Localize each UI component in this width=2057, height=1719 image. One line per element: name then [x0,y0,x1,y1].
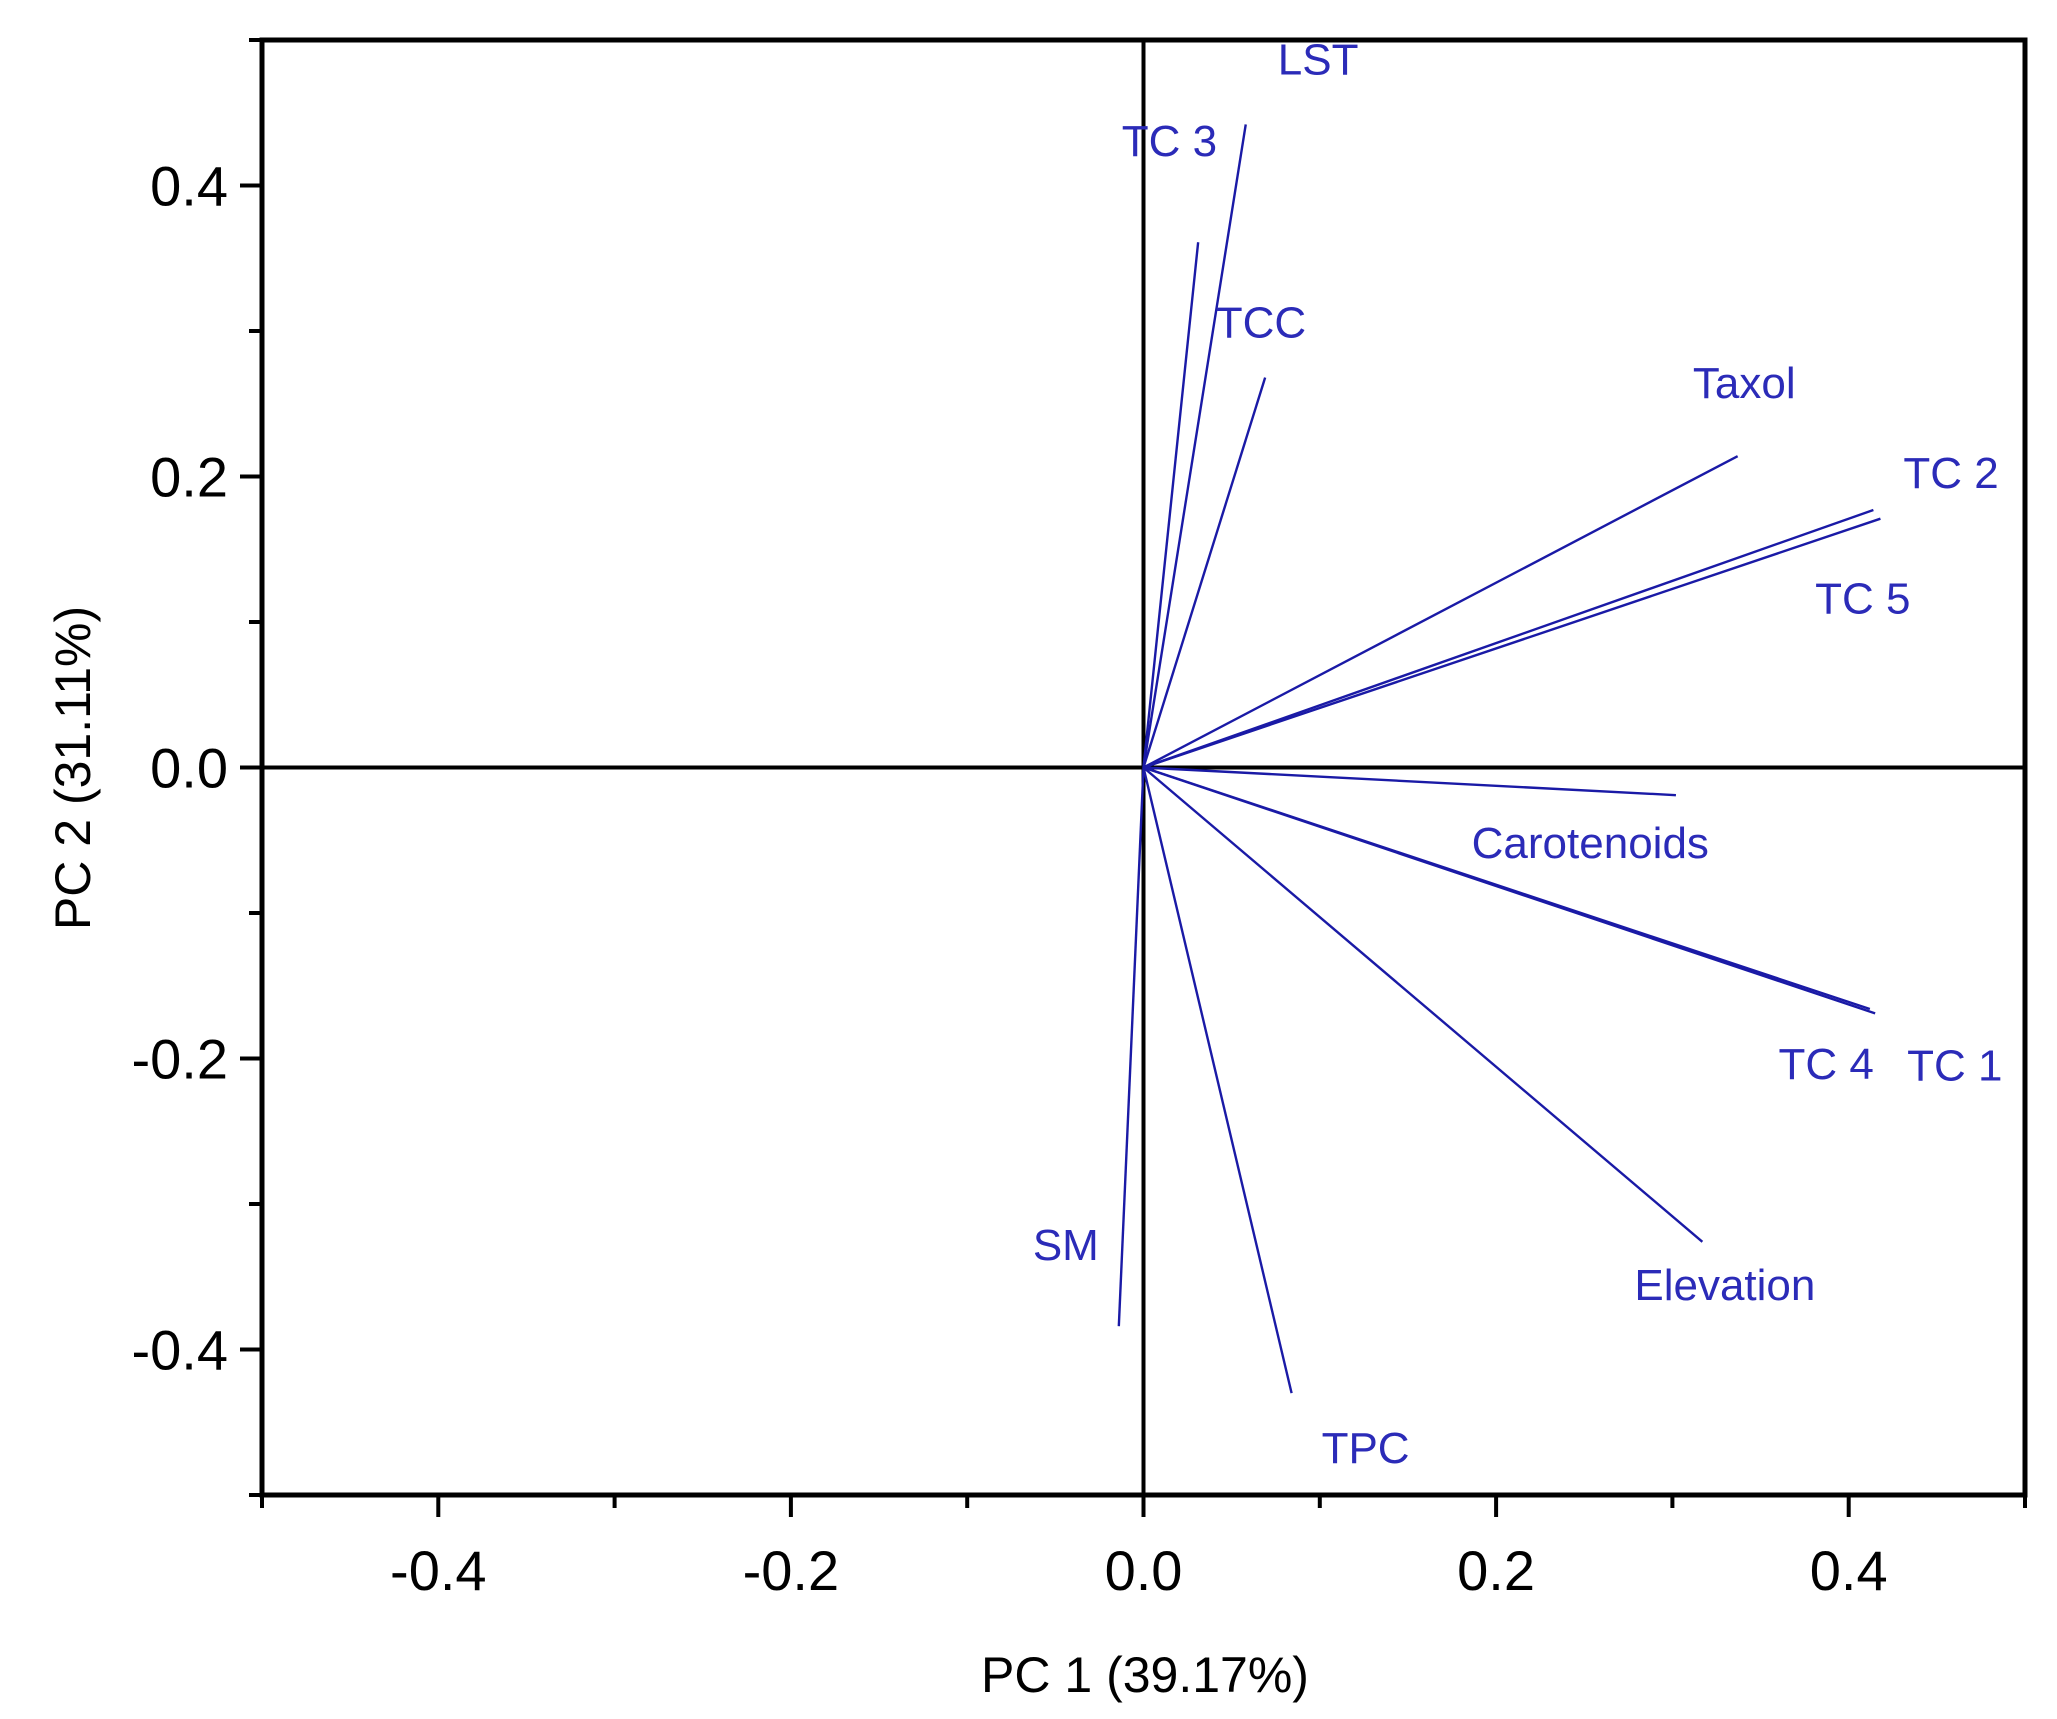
vector-label: TC 1 [1907,1041,2002,1090]
loading-vector-elevation [1142,766,1704,1243]
y-tick-label: 0.2 [150,446,228,509]
loading-vector-tc-2 [1143,508,1874,769]
x-tick-label: 0.4 [1810,1539,1888,1602]
vector-label: TCC [1216,299,1306,348]
y-axis-title: PC 2 (31.11%) [45,606,101,930]
loading-vector-tc-3 [1142,242,1200,768]
vector-label: TPC [1322,1424,1410,1473]
x-axis-title: PC 1 (39.17%) [981,1647,1309,1703]
y-tick-label: 0.0 [150,737,228,800]
x-tick-label: 0.2 [1457,1539,1535,1602]
vector-label: Carotenoids [1472,819,1709,868]
x-tick-label: -0.2 [743,1539,840,1602]
loading-vector-tpc [1142,767,1293,1394]
x-tick-label: 0.0 [1105,1539,1183,1602]
vector-label: Taxol [1693,359,1796,408]
loading-vector-taxol [1142,455,1739,769]
loading-vector-tc-5 [1143,517,1881,769]
vector-label: TC 5 [1815,575,1910,624]
loading-vector-lst [1142,124,1247,768]
vector-label: SM [1033,1221,1099,1270]
x-tick-label: -0.4 [390,1539,487,1602]
vector-label: TC 3 [1122,117,1217,166]
vector-label: Elevation [1634,1261,1815,1310]
y-tick-label: 0.4 [150,155,228,218]
loading-vector-tcc [1142,377,1267,768]
loading-vector-carotenoids [1143,766,1676,797]
vector-label: TC 2 [1903,449,1998,498]
y-tick-label: -0.2 [132,1028,229,1091]
loading-vector-tc-1 [1143,766,1876,1015]
loading-vector-sm [1117,767,1145,1327]
y-tick-label: -0.4 [132,1319,229,1382]
vector-label: TC 4 [1778,1040,1873,1089]
vector-label: LST [1278,35,1359,84]
